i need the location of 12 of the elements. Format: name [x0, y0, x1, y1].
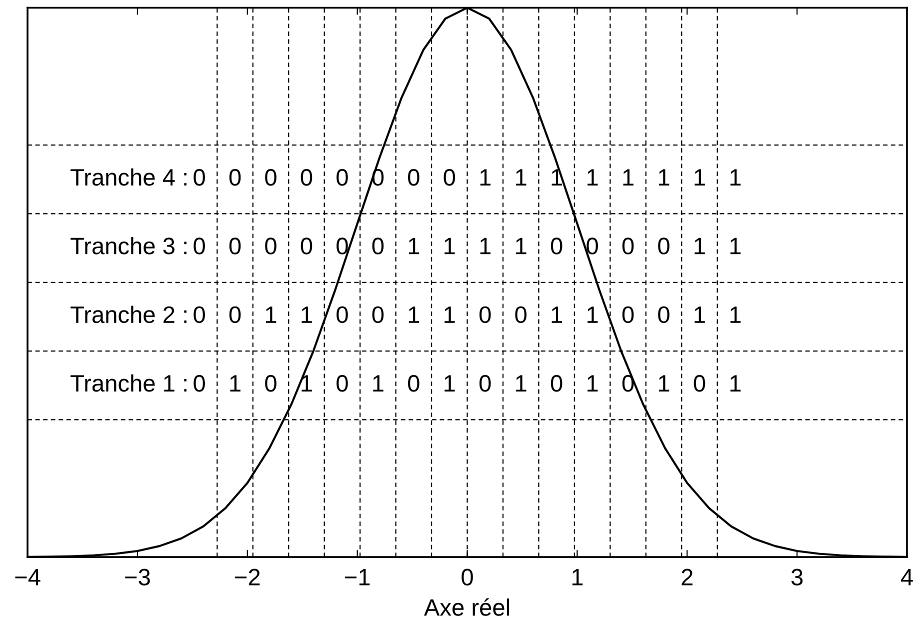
x-tick-label: 2 — [682, 568, 693, 586]
x-axis-title: Axe réel — [424, 598, 509, 616]
x-tick-label: 3 — [791, 568, 803, 586]
x-tick-label: 0 — [462, 568, 473, 586]
x-tick-label: −2 — [235, 568, 260, 586]
text: Tranche 2 : 0 0 1 1 0 0 1 1 0 0 1 1 0 0 1 1 — [70, 306, 741, 324]
x-tick-label: 4 — [900, 569, 913, 586]
x-tick-label: −4 — [15, 569, 40, 586]
x-tick-label: −1 — [345, 569, 370, 586]
text: Tranche 3 : 0 0 0 0 0 0 1 1 1 1 0 0 0 0 1 1 — [70, 237, 741, 254]
x-tick-label: −3 — [125, 568, 150, 586]
x-tick-label: 1 — [572, 569, 583, 586]
